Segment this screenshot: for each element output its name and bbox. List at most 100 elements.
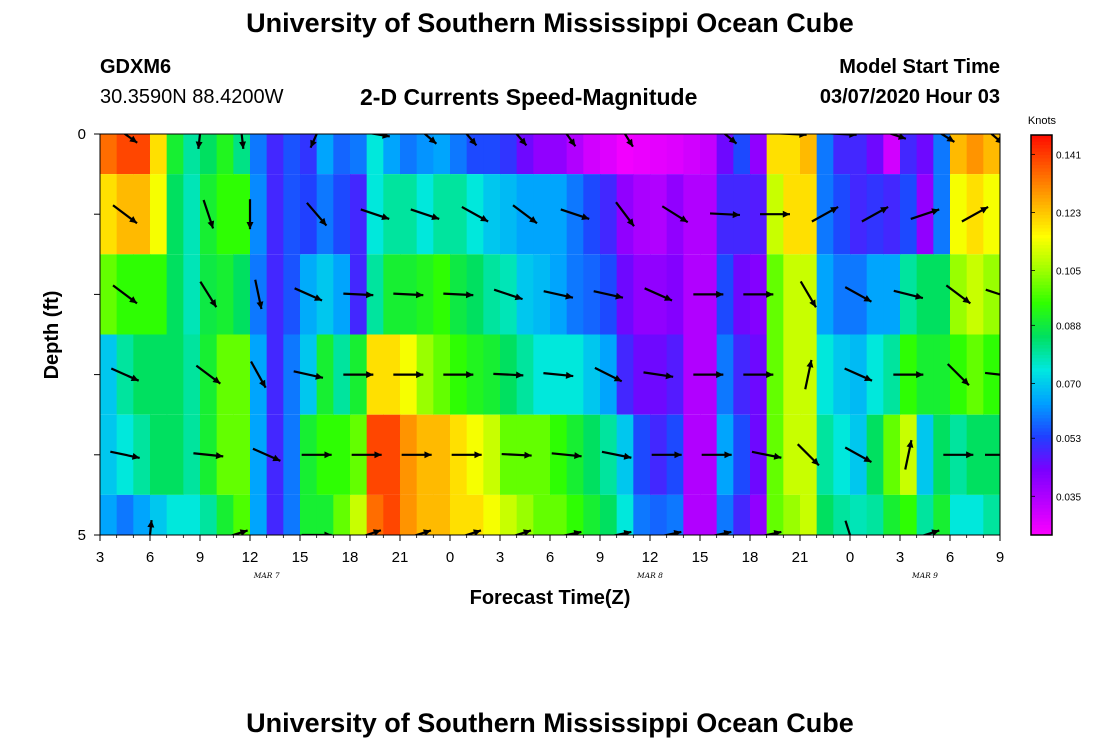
heatmap-cell [150, 134, 168, 175]
heatmap-cell [466, 254, 484, 335]
colorbar-segment [1031, 405, 1052, 409]
heatmap-cell [150, 254, 168, 335]
colorbar-segment [1031, 421, 1052, 426]
heatmap-cell [100, 134, 118, 175]
colorbar-segment [1031, 151, 1052, 156]
heatmap-cell [666, 254, 684, 335]
heatmap-cell [1000, 174, 1017, 254]
current-arrow [985, 288, 1000, 296]
heatmap-cell [666, 334, 684, 415]
heatmap-cell [850, 174, 868, 255]
heatmap-cell [966, 334, 984, 415]
colorbar-segment [1031, 251, 1052, 256]
heatmap-cell [116, 134, 134, 175]
heatmap-cell [333, 414, 351, 495]
heatmap-cell [516, 254, 534, 335]
current-arrow [844, 446, 872, 464]
x-tick-label: 15 [692, 549, 709, 566]
heatmap-cell [550, 134, 568, 175]
main-title: University of Southern Mississippi Ocean… [246, 8, 854, 38]
heatmap-cell [650, 494, 668, 535]
heatmap-cell [933, 254, 951, 335]
heatmap-cell [416, 254, 434, 335]
heatmap-cell [633, 494, 651, 535]
colorbar-segment [1031, 238, 1052, 243]
heatmap-cell [166, 414, 184, 495]
x-tick-label: 15 [292, 549, 309, 566]
heatmap-cell [450, 134, 468, 175]
heatmap-cell [800, 494, 818, 535]
colorbar-segment [1031, 228, 1052, 233]
heatmap-cell [533, 134, 551, 175]
current-arrow [760, 210, 790, 218]
heatmap-cell [766, 254, 784, 335]
current-arrow [250, 360, 267, 389]
current-arrow [939, 134, 955, 143]
colorbar-segment [1031, 215, 1052, 219]
heatmap-cell [533, 414, 551, 495]
heatmap-cell [216, 334, 234, 415]
heatmap-cell [833, 414, 851, 495]
heatmap-cell [866, 334, 884, 415]
heatmap-cell [666, 134, 684, 175]
heatmap-cell [166, 254, 184, 335]
x-tick-label: 9 [196, 549, 204, 566]
heatmap-cell [833, 334, 851, 415]
current-arrow [888, 134, 907, 140]
current-arrow [393, 291, 424, 299]
heatmap-cell [133, 254, 151, 335]
heatmap-cell [333, 494, 351, 535]
colorbar-segment [1031, 498, 1052, 503]
heatmap-cell [233, 334, 251, 415]
colorbar-segment [1031, 181, 1052, 186]
x-axis-label: Forecast Time(Z) [470, 587, 631, 609]
current-arrow [493, 371, 524, 379]
heatmap-cell [383, 334, 401, 415]
heatmap-cell [316, 334, 334, 415]
heatmap-cell [383, 254, 401, 335]
heatmap-cell [633, 334, 651, 415]
current-arrow [693, 290, 724, 298]
colorbar-segment [1031, 438, 1052, 443]
colorbar-segment [1031, 415, 1052, 419]
heatmap-cell [583, 414, 601, 495]
heatmap-cell [983, 174, 1000, 255]
colorbar-segment [1031, 518, 1052, 523]
colorbar-segment [1031, 391, 1052, 396]
heatmap-cell [733, 494, 751, 535]
colorbar-segment [1031, 168, 1052, 173]
colorbar-segment [1031, 205, 1052, 209]
heatmap-cell [266, 334, 284, 415]
heatmap-cell [133, 134, 151, 175]
heatmap-cell [750, 494, 768, 535]
heatmap-cells [100, 134, 1017, 535]
colorbar-segment [1031, 275, 1052, 279]
colorbar-segment [1031, 461, 1052, 466]
heatmap-cell [383, 134, 401, 175]
current-arrow [294, 287, 323, 302]
current-arrow [501, 451, 532, 459]
heatmap-cell [516, 334, 534, 415]
heatmap-cell [933, 494, 951, 535]
colorbar-segment [1031, 195, 1052, 199]
heatmap-cell [516, 494, 534, 535]
heatmap-cell [833, 254, 851, 335]
heatmap-cell [233, 494, 251, 535]
current-arrow [946, 363, 970, 386]
heatmap-cell [950, 494, 968, 535]
heatmap-cell [566, 134, 584, 175]
current-arrow [293, 370, 324, 380]
heatmap-cell [566, 254, 584, 335]
heatmap-cell [600, 494, 618, 535]
heatmap-cell [633, 174, 651, 255]
colorbar-segment [1031, 508, 1052, 513]
heatmap-cell [233, 174, 251, 255]
date-label: MAR 9 [911, 571, 938, 580]
heatmap-cell [683, 134, 701, 175]
heatmap-cell [183, 334, 201, 415]
colorbar-segment [1031, 141, 1052, 146]
heatmap-cell [100, 494, 118, 535]
colorbar-segment [1031, 285, 1052, 289]
heatmap-cell [716, 254, 734, 335]
current-arrow [199, 281, 218, 308]
